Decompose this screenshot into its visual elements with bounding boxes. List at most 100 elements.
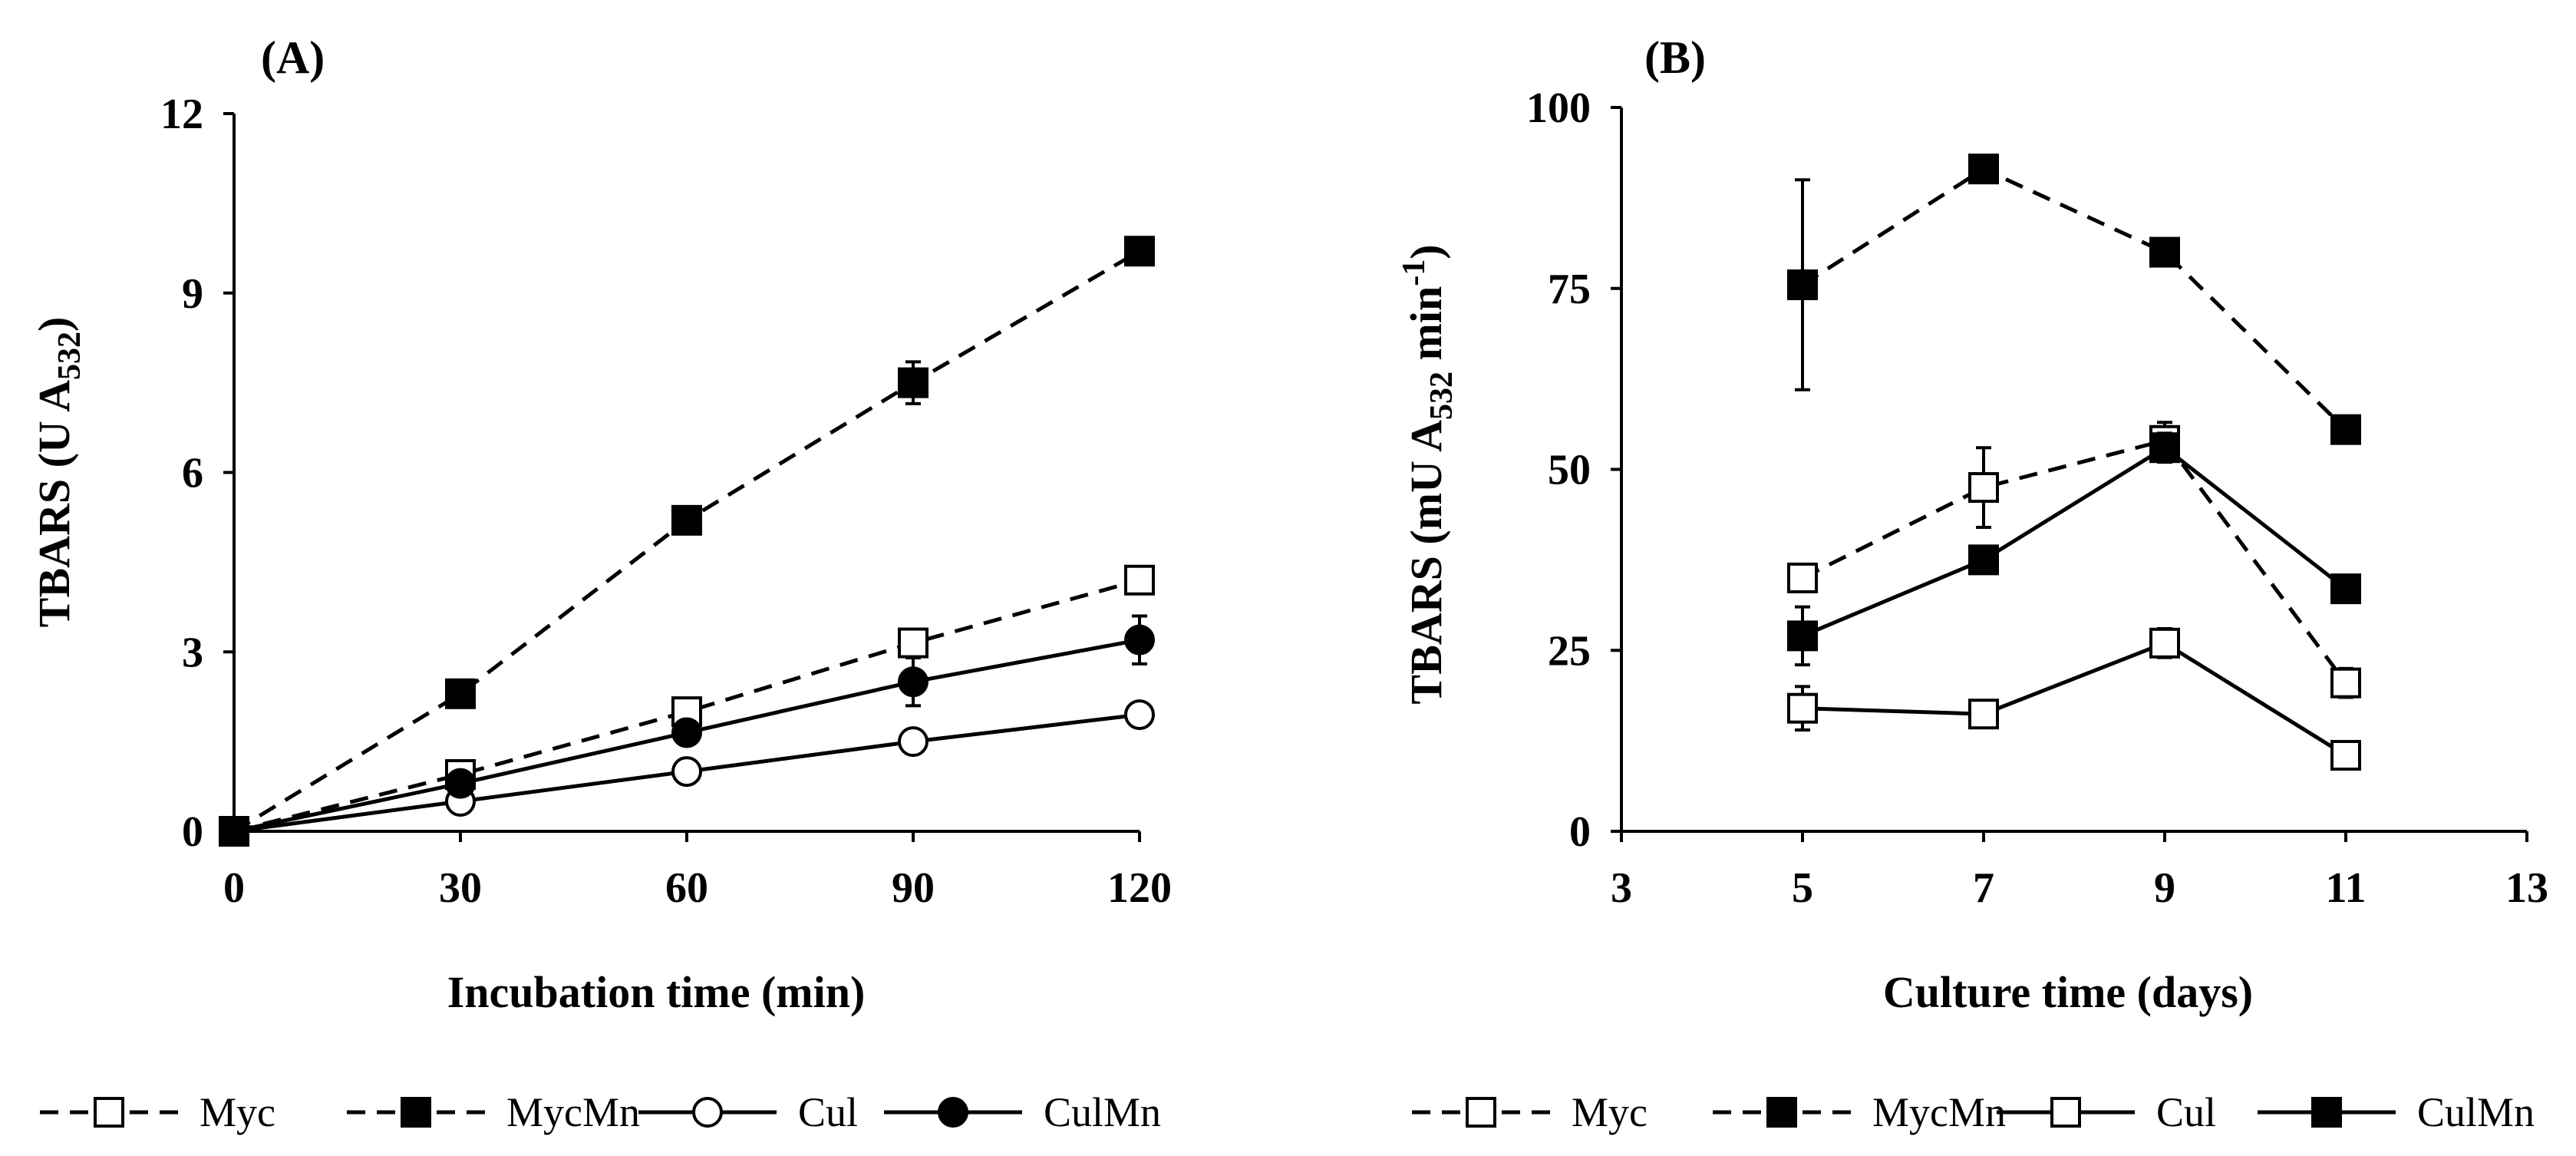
series-line-myc — [1801, 438, 2348, 685]
y-tick-label: 12 — [160, 91, 203, 138]
legend-marker — [94, 1097, 124, 1128]
legend-label: Cul — [798, 1089, 858, 1135]
x-tick-label: 13 — [2505, 864, 2548, 912]
legend-item-cul: Cul — [638, 1089, 858, 1135]
y-axis-title-subscript: 532 — [52, 332, 87, 380]
data-point-myc — [1124, 564, 1155, 596]
legend-label: CulMn — [2417, 1089, 2535, 1135]
series-myc — [1787, 421, 2361, 699]
legend-marker — [2311, 1097, 2342, 1128]
legend-marker — [2050, 1097, 2081, 1128]
data-point-culmn — [898, 666, 928, 698]
x-axis-title: Culture time (days) — [1883, 967, 2253, 1017]
data-point-myc — [2330, 667, 2361, 699]
data-point-mycmn — [898, 367, 928, 398]
series-line-culmn — [1802, 445, 2347, 638]
legend: Myc MycMn Cul CulMn — [40, 1089, 1161, 1135]
data-point-cul — [2149, 627, 2180, 659]
legend-marker — [692, 1097, 723, 1128]
legend-item-cul: Cul — [1997, 1089, 2216, 1135]
y-axis-title: TBARS (mU A532 min-1) — [1397, 244, 1460, 704]
y-axis-title: TBARS (U A532) — [29, 317, 87, 628]
legend-marker — [1466, 1097, 1496, 1128]
y-tick-label: 0 — [1569, 808, 1591, 856]
legend-item-mycmn: MycMn — [347, 1089, 640, 1135]
data-point-mycmn — [2330, 414, 2361, 445]
data-point-mycmn — [2149, 236, 2180, 268]
y-axis-title-unit: min — [1401, 286, 1451, 372]
data-point-mycmn — [1787, 269, 1818, 301]
data-point-cul — [1968, 699, 1999, 730]
data-point-culmn — [2330, 573, 2361, 605]
data-point-culmn — [445, 768, 476, 799]
legend-marker — [401, 1097, 431, 1128]
y-tick-label: 25 — [1548, 627, 1591, 675]
series-mycmn — [1787, 154, 2361, 445]
series-line-mycmn — [1801, 167, 2347, 431]
chart-panel-2: (B) 3 5 7 9 11 13 0 25 50 75 100 Culture time (days)… — [1397, 32, 2548, 1135]
data-point-culmn — [671, 717, 702, 748]
panel-label: (B) — [1644, 32, 1706, 83]
series-culmn — [219, 614, 1155, 847]
legend-marker — [1766, 1097, 1797, 1128]
data-point-mycmn — [1124, 236, 1155, 267]
legend-label: Myc — [200, 1089, 275, 1135]
data-point-cul — [671, 756, 702, 788]
legend-item-myc: Myc — [1412, 1089, 1648, 1135]
series-mycmn — [219, 236, 1155, 847]
x-tick-label: 11 — [2326, 864, 2367, 912]
legend-item-myc: Myc — [40, 1089, 275, 1135]
data-point-mycmn — [445, 678, 476, 709]
y-tick-label: 3 — [182, 629, 203, 676]
y-axis-title-superscript: -1 — [1397, 259, 1432, 286]
legend-label: Myc — [1572, 1089, 1648, 1135]
x-tick-label: 5 — [1792, 864, 1813, 912]
data-point-cul — [2330, 739, 2361, 771]
legend-label: MycMn — [506, 1089, 640, 1135]
data-point-myc — [1968, 472, 1999, 504]
data-point-culmn — [219, 816, 249, 847]
x-tick-label: 7 — [1973, 864, 1994, 912]
y-tick-label: 0 — [182, 808, 203, 856]
data-point-culmn — [1787, 620, 1818, 652]
y-tick-label: 9 — [182, 270, 203, 318]
data-point-culmn — [1968, 544, 1999, 576]
series-line-myc — [233, 578, 1140, 834]
legend-label: CulMn — [1044, 1089, 1161, 1135]
y-axis-title-close: ) — [29, 317, 79, 332]
x-tick-label: 30 — [439, 864, 482, 912]
legend-label: MycMn — [1872, 1089, 2006, 1135]
series-line-cul — [1802, 641, 2347, 758]
legend: Myc MycMn Cul CulMn — [1412, 1089, 2535, 1135]
series-culmn — [1787, 431, 2361, 667]
y-tick-label: 75 — [1548, 266, 1591, 313]
x-tick-label: 3 — [1611, 864, 1632, 912]
y-tick-label: 6 — [182, 450, 203, 497]
data-point-myc — [898, 627, 928, 659]
chart-panel-1: (A) 0 30 60 90 120 0 3 6 9 12 Incubation time (min)… — [29, 32, 1172, 1135]
y-tick-label: 50 — [1548, 447, 1591, 494]
x-tick-label: 120 — [1107, 864, 1172, 912]
data-point-mycmn — [671, 504, 702, 536]
legend-label: Cul — [2156, 1089, 2216, 1135]
data-point-myc — [1787, 562, 1818, 593]
legend-item-culmn: CulMn — [2258, 1089, 2535, 1135]
y-axis-title-main: TBARS (mU A — [1401, 420, 1451, 705]
x-axis-title: Incubation time (min) — [447, 967, 866, 1017]
legend-item-culmn: CulMn — [884, 1089, 1161, 1135]
x-tick-label: 60 — [665, 864, 708, 912]
x-tick-label: 0 — [223, 864, 245, 912]
data-point-culmn — [2149, 432, 2180, 464]
data-point-cul — [898, 726, 928, 758]
data-point-mycmn — [1968, 154, 1999, 185]
series-cul — [1787, 626, 2361, 771]
panel-label: (A) — [261, 32, 325, 83]
y-axis-title-close: ) — [1401, 244, 1451, 259]
data-point-cul — [1124, 699, 1155, 731]
y-axis-title-main: TBARS (U A — [29, 380, 79, 627]
data-point-culmn — [1124, 624, 1155, 656]
x-tick-label: 9 — [2154, 864, 2175, 912]
legend-item-mycmn: MycMn — [1713, 1089, 2006, 1135]
